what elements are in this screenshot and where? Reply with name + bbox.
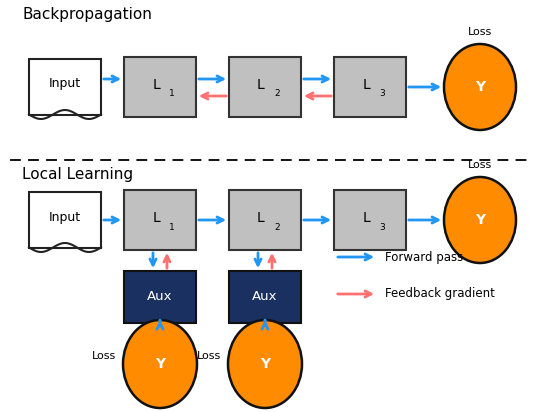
Text: Loss: Loss [468, 160, 492, 170]
Text: Local Learning: Local Learning [22, 167, 133, 182]
Text: 2: 2 [274, 222, 280, 232]
FancyBboxPatch shape [229, 271, 301, 323]
Ellipse shape [228, 320, 302, 408]
FancyBboxPatch shape [124, 271, 196, 323]
Text: Loss: Loss [92, 351, 116, 361]
Text: Input: Input [49, 77, 81, 91]
Text: 3: 3 [379, 89, 385, 98]
Text: Loss: Loss [197, 351, 221, 361]
Text: L: L [152, 211, 160, 225]
Text: L: L [152, 78, 160, 92]
FancyBboxPatch shape [124, 57, 196, 117]
Text: 1: 1 [169, 222, 175, 232]
Ellipse shape [444, 44, 516, 130]
Text: Backpropagation: Backpropagation [22, 7, 152, 22]
FancyBboxPatch shape [29, 59, 101, 115]
Text: Aux: Aux [147, 290, 173, 304]
Text: L: L [362, 211, 370, 225]
Text: Y: Y [155, 357, 165, 371]
Text: L: L [257, 211, 265, 225]
FancyBboxPatch shape [229, 190, 301, 250]
Text: Forward pass: Forward pass [385, 250, 463, 264]
Ellipse shape [444, 177, 516, 263]
Text: L: L [362, 78, 370, 92]
Text: 3: 3 [379, 222, 385, 232]
Text: L: L [257, 78, 265, 92]
FancyBboxPatch shape [334, 57, 406, 117]
Ellipse shape [123, 320, 197, 408]
FancyBboxPatch shape [29, 192, 101, 248]
Text: 2: 2 [274, 89, 280, 98]
Text: 1: 1 [169, 89, 175, 98]
Text: Y: Y [260, 357, 270, 371]
Text: Input: Input [49, 211, 81, 223]
FancyBboxPatch shape [334, 190, 406, 250]
Text: Feedback gradient: Feedback gradient [385, 288, 495, 300]
Text: Aux: Aux [252, 290, 278, 304]
Text: Loss: Loss [468, 27, 492, 37]
Text: Y: Y [475, 213, 485, 227]
Text: Y: Y [475, 80, 485, 94]
FancyBboxPatch shape [124, 190, 196, 250]
FancyBboxPatch shape [229, 57, 301, 117]
